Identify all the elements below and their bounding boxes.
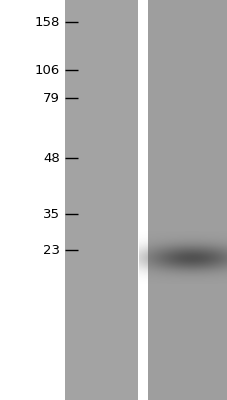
Text: 158: 158 [35,16,60,28]
Text: 48: 48 [43,152,60,164]
Text: 79: 79 [43,92,60,104]
Text: 35: 35 [43,208,60,220]
Text: 106: 106 [35,64,60,76]
Text: 23: 23 [43,244,60,256]
